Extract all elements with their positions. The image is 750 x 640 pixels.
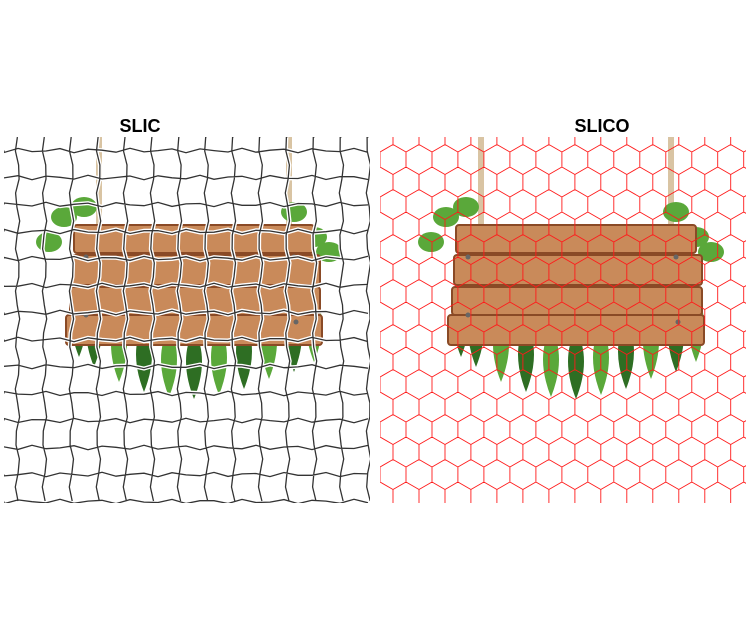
ivy-leaf: [418, 232, 444, 252]
sign-illustration: [418, 137, 724, 399]
slico-segmentation-panel: [380, 137, 746, 503]
nail: [675, 319, 681, 325]
ivy-leaf: [663, 202, 689, 222]
superpixel-boundaries: [4, 137, 370, 503]
left-rope: [478, 137, 484, 227]
slico-title: SLICO: [574, 116, 630, 136]
nail: [293, 319, 299, 325]
plank: [451, 286, 703, 316]
right-rope: [668, 137, 674, 227]
nail: [673, 254, 679, 260]
ivy-leaf: [71, 197, 97, 217]
slic-image: [4, 137, 370, 503]
plank: [453, 254, 703, 286]
boundary-lines: [4, 137, 370, 503]
leaf: [568, 329, 584, 399]
slico-image: [380, 137, 746, 503]
ivy-leaf: [453, 197, 479, 217]
slic-title: SLIC: [119, 116, 161, 136]
nail: [465, 312, 471, 318]
slic-segmentation-panel: [4, 137, 370, 503]
nail: [465, 254, 471, 260]
ivy-leaf: [433, 207, 459, 227]
plank: [455, 224, 697, 254]
